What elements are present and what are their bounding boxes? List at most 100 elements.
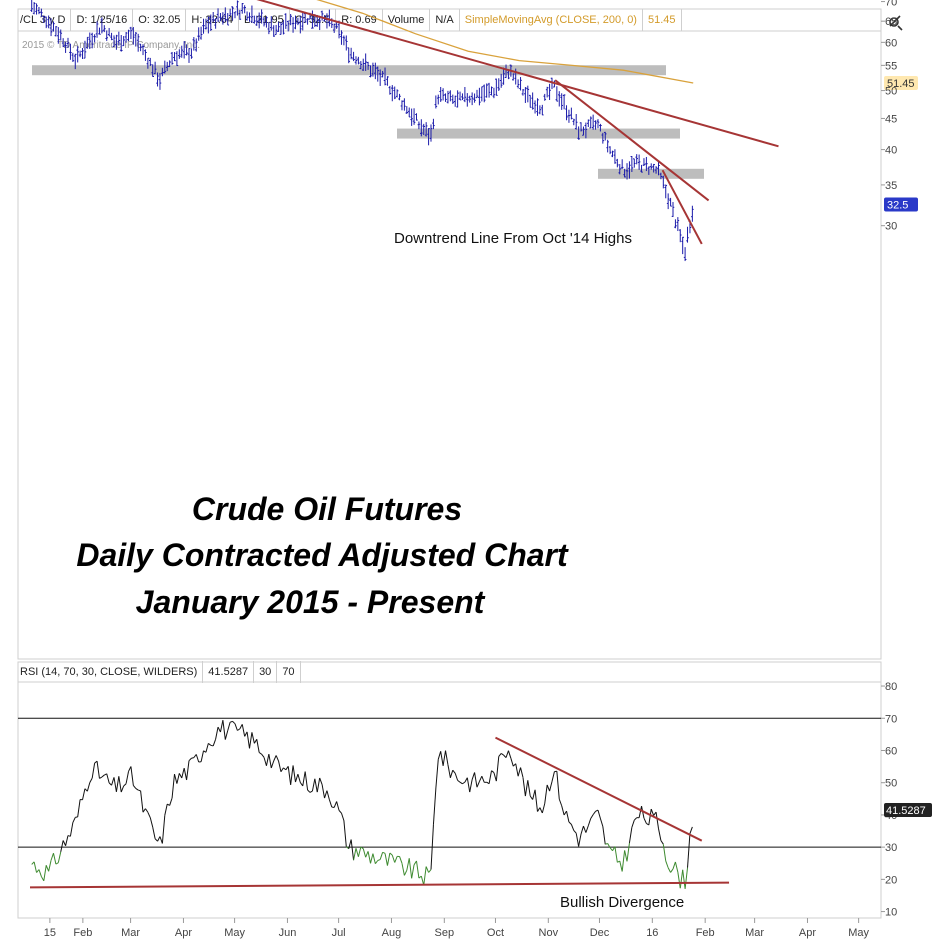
rsi-line-segment	[389, 852, 393, 856]
rsi-line-segment	[249, 732, 253, 749]
rsi-line-segment	[447, 764, 451, 778]
rsi-line-segment	[614, 846, 618, 863]
rsi-line-segment	[52, 853, 57, 865]
rsi-line-segment	[89, 777, 93, 783]
rsi-line-segment	[147, 812, 151, 818]
rsi-line-segment	[544, 784, 548, 804]
rsi-line-segment	[609, 847, 613, 852]
rsi-last-badge: 41.5287	[886, 805, 926, 817]
rsi-line-segment	[599, 818, 604, 827]
rsi-line-segment	[464, 777, 468, 783]
rsi-line-segment	[428, 869, 432, 873]
rsi-line-segment	[423, 866, 427, 886]
rsi-line-segment	[307, 789, 311, 793]
rsi-high-level: 70	[277, 661, 301, 683]
rsi-line-segment	[386, 852, 391, 866]
sma-last-badge-bg	[884, 76, 918, 91]
rsi-line-segment	[592, 811, 596, 815]
rsi-line-segment	[340, 812, 345, 821]
symbol-label[interactable]: /CL 3 y D	[18, 9, 72, 31]
y-tick-label: 35	[885, 180, 897, 192]
rsi-line-segment	[311, 778, 316, 792]
rsi-line-segment	[234, 723, 238, 731]
rsi-line-segment	[401, 863, 405, 876]
rsi-line-segment	[503, 754, 507, 758]
rsi-line-segment	[62, 840, 67, 846]
rsi-line-segment	[626, 842, 630, 862]
rsi-line-segment	[474, 772, 478, 788]
rsi-line-segment	[316, 777, 321, 793]
support-band	[598, 168, 704, 179]
rsi-line-segment	[556, 771, 560, 800]
rsi-line-segment	[224, 730, 229, 740]
rsi-line-segment	[297, 773, 301, 783]
rsi-line-segment	[280, 767, 284, 773]
rsi-pane-border	[17, 661, 882, 919]
rsi-line-segment	[75, 816, 78, 818]
x-tick-label: May	[224, 927, 245, 939]
rsi-line-segment	[498, 753, 502, 757]
rsi-line-segment	[679, 869, 684, 889]
rsi-study-label[interactable]: RSI (14, 70, 30, CLOSE, WILDERS)	[18, 661, 204, 683]
rsi-line-segment	[631, 820, 635, 828]
rsi-line-segment	[449, 770, 454, 778]
rsi-line-segment	[355, 848, 359, 857]
rsi-line-segment	[374, 860, 379, 864]
rsi-line-segment	[648, 809, 652, 826]
sma-last-badge: 51.45	[887, 78, 915, 90]
price-trendline	[661, 169, 703, 245]
volume-label[interactable]: Volume	[383, 9, 431, 31]
sma-study-label[interactable]: SimpleMovingAvg (CLOSE, 200, 0)	[460, 9, 643, 31]
x-tick-label: Sep	[435, 927, 455, 939]
rsi-line-segment	[549, 781, 553, 792]
rsi-line-segment	[326, 790, 330, 800]
rsi-line-segment	[520, 767, 524, 778]
rsi-line-segment	[265, 754, 270, 766]
rsi-line-segment	[537, 807, 541, 812]
rsi-line-segment	[406, 858, 410, 871]
last-price-badge: 32.5	[887, 200, 908, 212]
rsi-line-segment	[566, 810, 570, 823]
rsi-line-segment	[382, 851, 386, 854]
rsi-line-segment	[515, 763, 519, 777]
rsi-line-segment	[454, 773, 459, 781]
rsi-line-segment	[178, 773, 183, 779]
price-trendline	[256, 0, 779, 148]
rsi-line-segment	[118, 776, 122, 793]
rsi-line-segment	[227, 722, 231, 731]
settings-icon[interactable]	[889, 15, 903, 31]
rsi-line-segment	[212, 738, 217, 747]
rsi-line-segment	[667, 867, 672, 873]
rsi-line-segment	[106, 773, 110, 784]
rsi-line-segment	[365, 851, 369, 858]
rsi-line-segment	[321, 784, 326, 799]
rsi-line-segment	[65, 835, 69, 846]
rsi-line-segment	[370, 853, 374, 864]
support-band	[397, 128, 680, 139]
rsi-line-segment	[621, 850, 626, 872]
rsi-line-segment	[672, 861, 676, 870]
rsi-line-segment	[43, 865, 47, 881]
rsi-line-segment	[132, 785, 137, 789]
rsi-line-segment	[491, 770, 495, 773]
price-pane-border	[17, 8, 882, 660]
rsi-line-segment	[60, 840, 64, 852]
rsi-line-segment	[459, 781, 463, 785]
rsi-line-segment	[619, 860, 623, 872]
rsi-header: RSI (14, 70, 30, CLOSE, WILDERS) 41.5287…	[18, 661, 301, 683]
rsi-line-segment	[145, 808, 149, 813]
rsi-line-segment	[527, 780, 531, 797]
support-band	[32, 65, 666, 76]
x-tick-label: Feb	[73, 927, 92, 939]
rsi-line-segment	[677, 872, 681, 889]
rsi-line-segment	[481, 775, 485, 783]
rsi-line-segment	[123, 783, 127, 787]
rsi-line-segment	[241, 724, 246, 737]
rsi-line-segment	[558, 798, 563, 806]
rsi-line-segment	[534, 789, 538, 812]
x-tick-label: Aug	[382, 927, 402, 939]
rsi-line-segment	[161, 815, 166, 844]
rsi-line-segment	[183, 768, 188, 781]
rsi-line-segment	[529, 795, 534, 800]
